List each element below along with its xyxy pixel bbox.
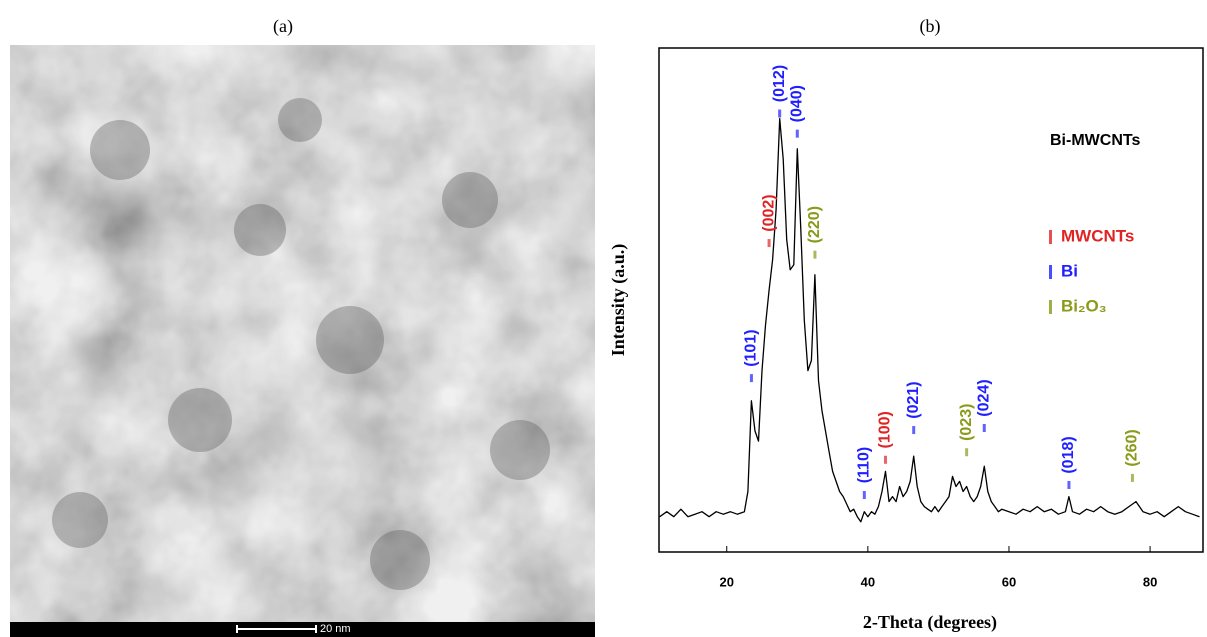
x-tick-label: 80 [1143,574,1157,589]
peak-label: (012) [771,65,788,102]
peak-marker [1130,473,1134,482]
legend-marker [1049,265,1052,279]
y-axis-label: Intensity (a.u.) [608,244,629,357]
xrd-line [659,117,1200,523]
peak-label: (018) [1060,436,1077,473]
peak-marker [1067,480,1071,489]
panel-label: (a) [273,16,293,37]
peak-label: (024) [975,379,992,416]
peak-marker [813,250,817,259]
peak-label: (021) [905,381,922,418]
peak-label: (002) [760,194,777,231]
x-axis-label: 2-Theta (degrees) [863,612,997,633]
tem-image: 20 nm [10,45,595,637]
chart-title: (b) [920,16,941,37]
peak-label: (101) [743,329,760,366]
peak-marker [795,129,799,138]
peak-marker [749,374,753,383]
peak-marker [767,239,771,248]
peak-marker [862,491,866,500]
peak-label: (220) [806,206,823,243]
peak-label: (260) [1124,429,1141,466]
peak-label: (110) [856,447,873,483]
x-tick-label: 40 [861,574,875,589]
peak-marker [883,455,887,464]
legend-marker [1049,230,1052,244]
peak-label: (100) [877,411,894,448]
peak-label: (023) [958,404,975,441]
legend-label: MWCNTs [1061,226,1134,245]
x-tick-label: 20 [720,574,734,589]
plot-frame [658,47,1204,553]
peak-marker [778,109,782,118]
peak-marker [965,448,969,457]
peak-marker [982,424,986,433]
legend-label: Bi₂O₃ [1061,296,1107,315]
legend-marker [1049,300,1052,314]
sample-label: Bi-MWCNTs [1050,132,1140,149]
legend-label: Bi [1061,261,1078,280]
peak-label: (040) [789,85,806,122]
peak-marker [912,426,916,435]
x-tick-label: 60 [1002,574,1016,589]
xrd-chart: (b) 2-Theta (degrees) Intensity (a.u.) B… [608,16,1204,633]
scale-bar-label: 20 nm [320,623,351,635]
